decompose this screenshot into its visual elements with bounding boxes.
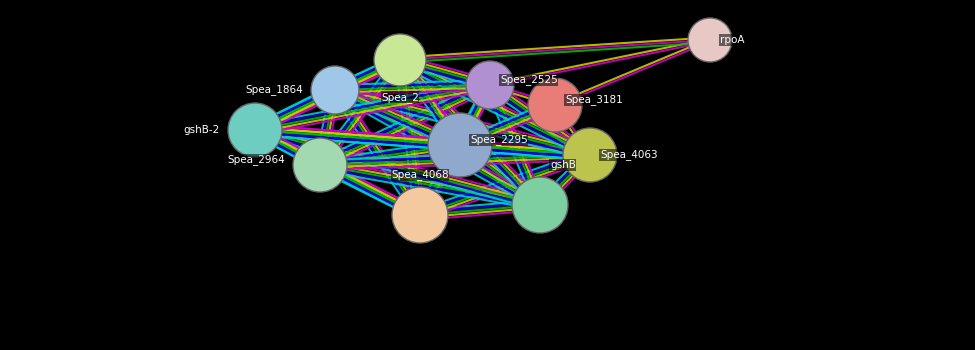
Text: Spea_4068: Spea_4068 — [391, 169, 448, 180]
Circle shape — [392, 187, 448, 243]
Text: gshB: gshB — [550, 160, 576, 170]
Circle shape — [228, 103, 282, 157]
Text: rpoA: rpoA — [720, 35, 745, 45]
Circle shape — [293, 138, 347, 192]
Circle shape — [688, 18, 732, 62]
Text: Spea_2295: Spea_2295 — [470, 134, 527, 146]
Text: Spea_2964: Spea_2964 — [227, 155, 285, 166]
Circle shape — [563, 128, 617, 182]
Circle shape — [466, 61, 514, 109]
Text: Spea_1864: Spea_1864 — [246, 85, 303, 96]
Circle shape — [528, 78, 582, 132]
Text: Spea_4063: Spea_4063 — [600, 149, 657, 160]
Circle shape — [512, 177, 568, 233]
Text: Spea_2525: Spea_2525 — [500, 75, 558, 85]
Text: gshB-2: gshB-2 — [183, 125, 220, 135]
Circle shape — [374, 34, 426, 86]
Text: Spea_3181: Spea_3181 — [565, 94, 623, 105]
Circle shape — [428, 113, 492, 177]
Circle shape — [311, 66, 359, 114]
Text: Spea_2: Spea_2 — [381, 92, 419, 103]
